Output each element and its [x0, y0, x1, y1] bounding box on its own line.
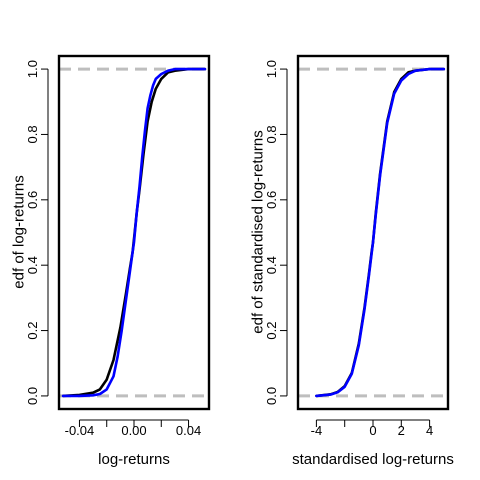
y-tick-label-3: 0.6 [264, 191, 279, 209]
y-tick-label-1: 0.2 [264, 322, 279, 340]
series-line-1 [315, 67, 446, 398]
y-tick-label-1: 0.2 [25, 322, 40, 340]
y-tick-label-0: 0.0 [25, 387, 40, 405]
x-tick-label-0: -4 [311, 423, 323, 438]
x-axis-title: log-returns [98, 451, 170, 468]
plot-frame [296, 54, 450, 411]
y-tick-label-0: 0.0 [264, 387, 279, 405]
right-panel: -4 0 2 4 0.0 0.2 0.4 0.6 0.8 1.0 standardised log-… [249, 54, 454, 468]
y-tick-label-4: 0.8 [264, 125, 279, 143]
y-tick-label-2: 0.4 [264, 256, 279, 274]
x-tick-label-1: 0 [369, 423, 376, 438]
plot-frame [57, 54, 211, 411]
y-tick-label-3: 0.6 [25, 191, 40, 209]
y-tick-label-5: 1.0 [25, 60, 40, 78]
x-axis-title: standardised log-returns [292, 451, 454, 468]
x-tick-label-2: 0.04 [176, 423, 201, 438]
y-axis-title: edf of standardised log-returns [249, 130, 266, 333]
x-tick-label-3: 4 [426, 423, 433, 438]
y-tick-label-2: 0.4 [25, 256, 40, 274]
x-tick-label-0: -0.04 [65, 423, 95, 438]
y-tick-label-5: 1.0 [264, 60, 279, 78]
x-tick-label-1: 0.00 [121, 423, 146, 438]
y-axis-title: edf of log-returns [10, 175, 27, 288]
left-panel: -0.04 0.00 0.04 0.0 0.2 0.4 0.6 0.8 1.0 log-retur… [10, 54, 211, 468]
x-tick-label-2: 2 [398, 423, 405, 438]
series-line-1 [61, 67, 207, 398]
y-tick-label-4: 0.8 [25, 125, 40, 143]
